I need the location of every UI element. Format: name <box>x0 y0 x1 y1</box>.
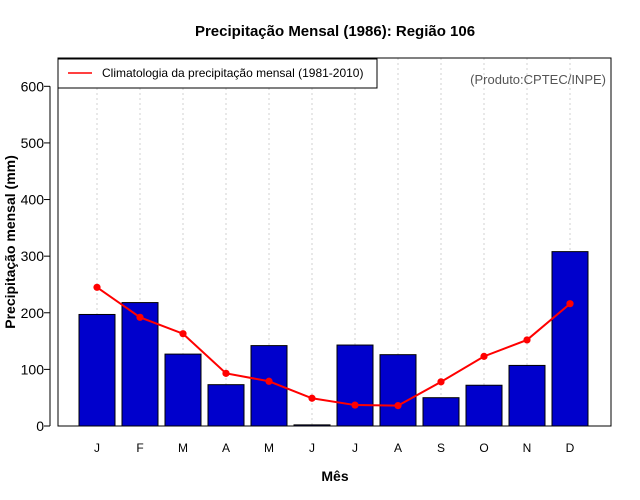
x-tick-label: F <box>136 441 143 455</box>
y-axis: 0 100 200 300 400 500 600 <box>21 78 51 434</box>
bar <box>465 384 503 427</box>
bar <box>336 344 374 427</box>
climatology-point <box>523 336 531 344</box>
climatology-point <box>179 330 187 338</box>
climatology-point <box>351 401 359 409</box>
legend-box <box>57 58 378 89</box>
y-axis-label: Precipitação mensal (mm) <box>2 155 18 329</box>
source-annotation: (Produto:CPTEC/INPE) <box>470 72 606 87</box>
climatology-point <box>566 300 574 308</box>
x-tick-label: J <box>352 441 358 455</box>
y-tick-label: 600 <box>21 78 45 94</box>
bar <box>78 313 116 427</box>
climatology-point <box>222 369 230 377</box>
x-tick-label: D <box>566 441 575 455</box>
climatology-point <box>136 313 144 321</box>
x-tick-label: J <box>94 441 100 455</box>
legend: Climatologia da precipitação mensal (198… <box>57 58 378 89</box>
y-tick-label: 400 <box>21 192 45 208</box>
bar <box>379 354 417 427</box>
bar <box>551 251 589 427</box>
chart-title: Precipitação Mensal (1986): Região 106 <box>195 23 475 40</box>
x-tick-label: J <box>309 441 315 455</box>
y-tick-label: 200 <box>21 305 45 321</box>
legend-label-climatology: Climatologia da precipitação mensal (198… <box>102 66 363 80</box>
climatology-point <box>265 377 273 385</box>
y-tick-label: 300 <box>21 248 45 264</box>
x-tick-label: S <box>437 441 445 455</box>
climatology-point <box>308 394 316 402</box>
climatology-series <box>93 283 574 410</box>
y-tick-label: 0 <box>36 418 44 434</box>
climatology-point <box>480 352 488 360</box>
x-tick-label: A <box>394 441 402 455</box>
y-tick-label: 100 <box>21 361 45 377</box>
x-axis-label: Mês <box>321 468 348 484</box>
bar <box>164 353 202 427</box>
bar <box>121 302 159 427</box>
bar <box>207 384 245 427</box>
y-tick-label: 500 <box>21 135 45 151</box>
climatology-point <box>394 402 402 410</box>
bar <box>422 397 460 427</box>
x-tick-label: A <box>222 441 230 455</box>
climatology-point <box>93 283 101 291</box>
plot-frame <box>57 57 612 427</box>
x-tick-label: M <box>264 441 274 455</box>
x-tick-label: O <box>479 441 488 455</box>
bar <box>508 364 546 427</box>
climatology-point <box>437 378 445 386</box>
x-tick-label: N <box>523 441 532 455</box>
bar-series <box>78 251 589 427</box>
x-tick-label: M <box>178 441 188 455</box>
climatology-line <box>96 286 571 407</box>
